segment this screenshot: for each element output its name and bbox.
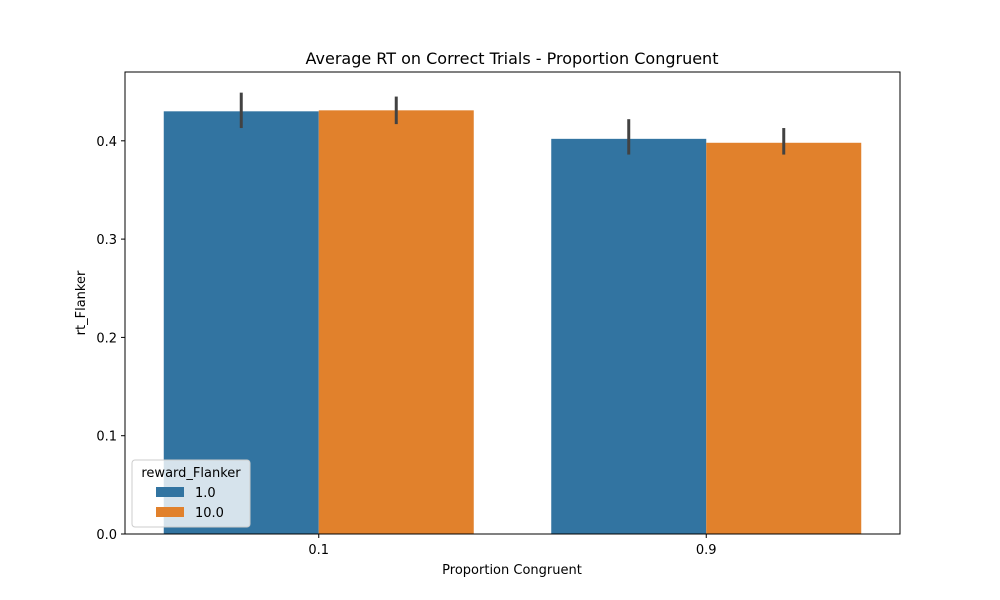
plot-frame — [124, 71, 901, 535]
x-tick-label: 0.1 — [308, 543, 329, 558]
y-axis-label: rt_Flanker — [74, 270, 89, 335]
y-tick-label: 0.3 — [96, 233, 117, 248]
y-tick-label: 0.0 — [96, 528, 117, 543]
bar-0.9-series-10.0 — [706, 142, 862, 534]
error-bars-group — [239, 92, 786, 155]
x-tick-label: 0.9 — [696, 543, 717, 558]
x-axis-label: Proportion Congruent — [442, 563, 582, 578]
y-tick-label: 0.2 — [96, 331, 117, 346]
y-tick-label: 0.1 — [96, 430, 117, 445]
bar-0.1-series-10.0 — [318, 110, 474, 534]
legend-label-1.0: 1.0 — [195, 486, 216, 501]
bars-group — [163, 110, 862, 534]
y-tick-label: 0.4 — [96, 135, 117, 150]
legend-title: reward_Flanker — [141, 466, 241, 481]
y-axis: 0.0 0.1 0.2 0.3 0.4 — [96, 135, 125, 543]
legend-swatch-10.0 — [156, 507, 184, 517]
legend-items: 1.0 10.0 — [156, 486, 224, 521]
legend: reward_Flanker 1.0 10.0 — [131, 459, 251, 528]
legend-label-10.0: 10.0 — [195, 506, 224, 521]
legend-swatch-1.0 — [156, 487, 184, 497]
chart-title: Average RT on Correct Trials - Proportio… — [306, 49, 719, 68]
bar-0.9-series-1.0 — [551, 138, 707, 534]
x-axis: 0.1 0.9 — [308, 534, 717, 558]
